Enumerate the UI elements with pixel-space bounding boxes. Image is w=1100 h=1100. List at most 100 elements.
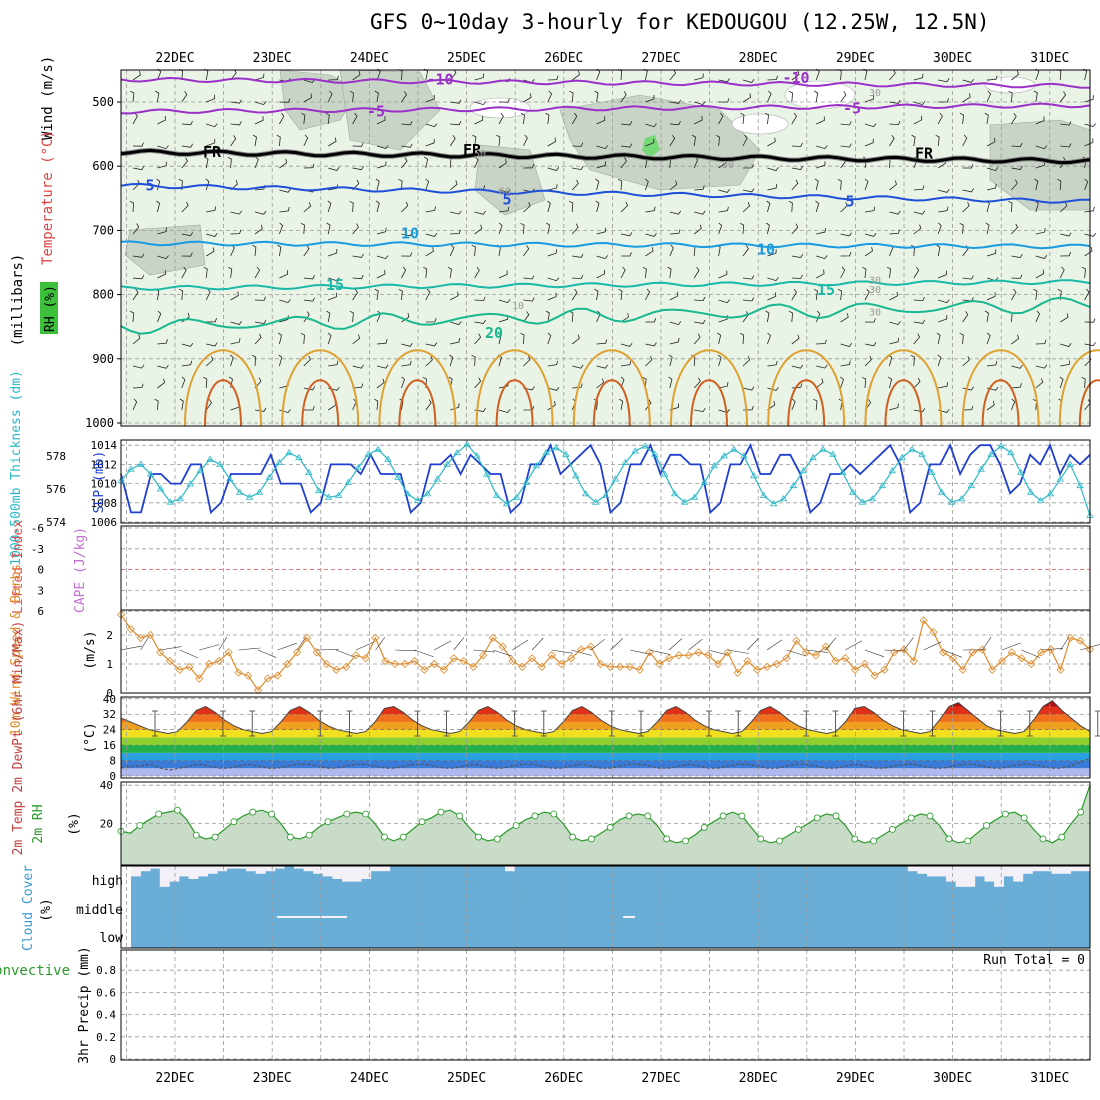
rh-point-98: [1039, 835, 1047, 843]
wind-barb: [157, 364, 169, 369]
thickness-point-19: [305, 468, 313, 475]
thickness-point-64: [750, 472, 758, 479]
surface-wind-barb-96: [1060, 636, 1070, 651]
wind-barb: [986, 400, 995, 411]
wind-barb: [936, 332, 941, 345]
thickness-point-26: [374, 445, 382, 452]
wind-barb: [181, 90, 188, 103]
wind-barb: [986, 360, 998, 367]
cloud-high-gap-1: [140, 866, 151, 872]
cloud-high-gap-24: [361, 866, 372, 879]
wind-speed-point-85: [948, 654, 958, 663]
wind-barb: [937, 112, 943, 125]
wind-speed-point-93: [1027, 659, 1036, 669]
rh-point-92: [983, 822, 990, 829]
minmax-bar-3-1: [511, 710, 518, 737]
cloud-high-gap-87: [965, 866, 976, 887]
wind-barb: [767, 90, 772, 103]
cloud-high-gap-12: [246, 866, 256, 872]
wind-barb: [742, 356, 751, 367]
isotherm-line-6: [120, 296, 1091, 335]
wind-barb: [742, 134, 748, 147]
thickness-point-12: [235, 488, 244, 495]
warm-arch-inner-5: [690, 379, 728, 427]
wind-barb: [596, 269, 606, 279]
wind-barb: [693, 333, 701, 345]
thickness-point-16: [275, 458, 283, 465]
wind-barb: [132, 112, 138, 125]
wind-barb: [1084, 318, 1096, 323]
wind-speed-point-66: [762, 662, 772, 672]
wind-speed-point-46: [567, 654, 576, 663]
thickness-point-2: [137, 460, 145, 467]
wind-barb: [596, 161, 606, 169]
thickness-point-70: [809, 453, 817, 461]
wind-barb: [449, 134, 456, 147]
wind-barb: [1011, 383, 1022, 389]
wind-barb: [718, 98, 730, 103]
surface-wind-barb-44: [551, 649, 574, 654]
wind-barb: [1034, 178, 1039, 191]
wind-barb: [791, 112, 797, 125]
minmax-bar-0-1: [220, 710, 226, 737]
wind-barb: [157, 161, 167, 169]
surface-wind-barb-38: [492, 649, 513, 657]
wind-speed-point-86: [958, 665, 967, 674]
rh-point-26: [362, 810, 370, 818]
wind-barb: [279, 98, 291, 103]
wind-speed-point-8: [195, 674, 204, 683]
wind-barb: [791, 334, 800, 345]
wind-barb: [1060, 343, 1072, 347]
cloud-high-gap-2: [150, 866, 161, 869]
wind-barb: [910, 354, 915, 367]
wind-barb: [205, 399, 212, 411]
contour-label-5: FR: [463, 141, 482, 159]
wind-barb: [547, 137, 557, 147]
warm-arch-inner-4: [592, 379, 631, 427]
thickness-point-23: [344, 478, 353, 485]
wind-barb: [205, 356, 214, 367]
contour-label-7: 5: [145, 176, 154, 194]
wind-speed-point-63: [733, 668, 742, 677]
wind-barb: [157, 145, 169, 150]
rh-left-label: 2m RH: [31, 804, 46, 843]
wind-barb: [181, 360, 193, 367]
wind-barb: [376, 116, 386, 125]
surface-wind-barb-14: [257, 649, 277, 658]
wind-barb: [129, 310, 135, 323]
wind-barb: [717, 354, 722, 367]
cloud-high-gap-10: [226, 866, 237, 869]
wind-barb: [471, 354, 476, 367]
wind-barb: [791, 70, 800, 81]
thickness-point-66: [769, 500, 778, 507]
cloud-high-gap-22: [342, 866, 352, 882]
slp-tick-label-4: 1014: [91, 439, 118, 452]
wind-barb: [352, 223, 359, 235]
warm-arch-inner-8: [981, 379, 1020, 427]
thickness-point-18: [295, 453, 303, 461]
wind-barb: [474, 224, 483, 235]
wind-barb: [157, 270, 166, 279]
wind-barb: [962, 311, 969, 323]
wind-barb: [279, 270, 289, 279]
wind-barb: [889, 69, 896, 81]
thickness-point-67: [779, 495, 788, 502]
wind-barb: [230, 321, 242, 325]
wind-barb: [181, 157, 188, 169]
wind-barb: [935, 134, 940, 147]
wind-speed-point-0: [116, 610, 126, 619]
wind-speed-point-44: [547, 651, 556, 660]
cloud-high-gap-93: [1022, 866, 1033, 874]
wind-barb: [1057, 178, 1062, 191]
wind-barb: [327, 90, 333, 103]
surface-wind-barb-50: [610, 638, 624, 651]
rh-point-74: [813, 814, 821, 822]
wind-barb: [669, 120, 681, 126]
rh-point-20: [305, 831, 313, 839]
wind-barb: [546, 222, 551, 235]
thickness-point-87: [977, 465, 985, 472]
wind-barb: [277, 244, 282, 257]
wind-barb: [889, 229, 900, 235]
wind-barb: [1084, 342, 1096, 347]
wind-barb: [767, 386, 779, 391]
